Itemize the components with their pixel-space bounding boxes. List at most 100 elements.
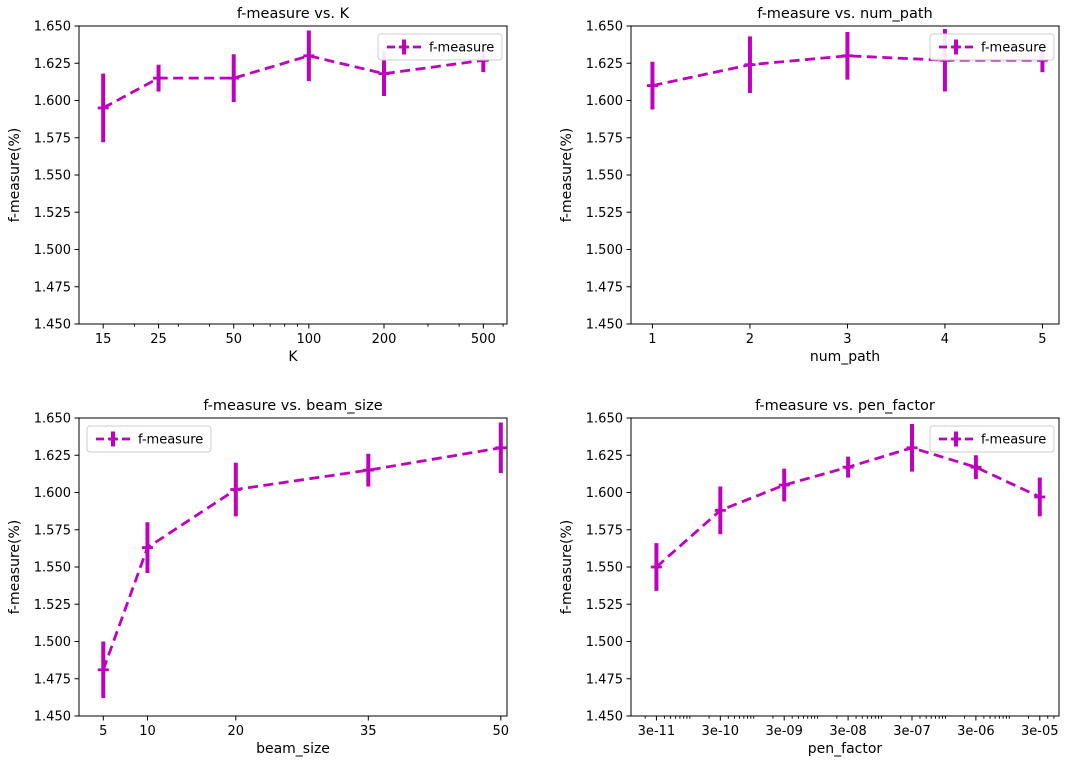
y-tick-label: 1.475 bbox=[586, 280, 623, 295]
chart-title: f-measure vs. num_path bbox=[757, 6, 932, 22]
y-tick-label: 1.625 bbox=[586, 449, 623, 464]
y-tick-label: 1.600 bbox=[34, 94, 71, 109]
y-axis-label: f-measure(%) bbox=[7, 520, 23, 615]
x-tick-label: 20 bbox=[228, 724, 245, 739]
y-tick-label: 1.550 bbox=[34, 169, 71, 184]
legend: f-measure bbox=[377, 33, 503, 61]
x-axis-label: pen_factor bbox=[808, 741, 883, 757]
x-tick-label: 4 bbox=[941, 332, 949, 347]
axes: 1.450 1.475 1.500 1.525 1.550 1.575 1.600 1.625… bbox=[34, 412, 509, 740]
y-tick-label: 1.550 bbox=[586, 169, 623, 184]
axes: 1.450 1.475 1.500 1.525 1.550 1.575 1.600 1.625… bbox=[34, 20, 504, 347]
y-tick-label: 1.475 bbox=[34, 280, 71, 295]
subplot-f-measure-vs-beam-size: f-measure vs. beam_size beam_size f-measur… bbox=[0, 385, 536, 769]
legend-label: f-measure bbox=[138, 433, 203, 448]
legend: f-measure bbox=[929, 33, 1055, 61]
series-line bbox=[101, 446, 502, 671]
x-tick-label: 3e-06 bbox=[957, 724, 995, 739]
series-f-measure bbox=[97, 422, 507, 699]
legend-box bbox=[929, 33, 1055, 61]
series-line bbox=[102, 54, 484, 110]
legend: f-measure bbox=[929, 425, 1055, 453]
plot-area-spines bbox=[630, 25, 1060, 325]
y-tick-label: 1.525 bbox=[586, 598, 623, 613]
y-tick-label: 1.600 bbox=[586, 94, 623, 109]
y-axis-label: f-measure(%) bbox=[559, 128, 575, 223]
y-tick-label: 1.550 bbox=[586, 561, 623, 576]
x-tick-label: 100 bbox=[296, 332, 321, 347]
subplot-f-measure-vs-pen-factor: f-measure vs. pen_factor pen_factor f-meas… bbox=[536, 385, 1072, 769]
legend: f-measure bbox=[86, 425, 212, 453]
x-tick-label: 2 bbox=[746, 332, 754, 347]
legend-box bbox=[929, 425, 1055, 453]
chart-f-measure-vs-k: f-measure vs. KKf-measure(%)1.4501.4751.… bbox=[7, 6, 508, 365]
x-tick-label: 5 bbox=[1038, 332, 1046, 347]
chart-title: f-measure vs. K bbox=[237, 6, 350, 22]
y-tick-label: 1.500 bbox=[586, 635, 623, 650]
y-tick-label: 1.650 bbox=[34, 20, 71, 35]
x-tick-label: 3e-11 bbox=[638, 724, 676, 739]
y-tick-label: 1.525 bbox=[34, 206, 71, 221]
x-tick-label: 3e-05 bbox=[1021, 724, 1059, 739]
x-axis-label: beam_size bbox=[256, 741, 330, 757]
y-tick-label: 1.650 bbox=[586, 20, 623, 35]
x-tick-label: 500 bbox=[471, 332, 496, 347]
legend-label: f-measure bbox=[429, 41, 494, 56]
subplot-f-measure-vs-num-path: f-measure vs. num_path num_path f-measure(… bbox=[536, 0, 1072, 385]
legend-box bbox=[86, 425, 212, 453]
y-tick-label: 1.575 bbox=[34, 523, 71, 538]
x-tick-label: 10 bbox=[139, 724, 156, 739]
legend-label: f-measure bbox=[981, 433, 1046, 448]
y-tick-label: 1.500 bbox=[34, 635, 71, 650]
y-tick-label: 1.550 bbox=[34, 561, 71, 576]
chart-title: f-measure vs. pen_factor bbox=[755, 398, 935, 414]
y-tick-label: 1.625 bbox=[34, 449, 71, 464]
y-tick-label: 1.475 bbox=[586, 672, 623, 687]
x-tick-label: 15 bbox=[95, 332, 112, 347]
y-tick-label: 1.450 bbox=[586, 318, 623, 333]
y-tick-label: 1.525 bbox=[586, 206, 623, 221]
plot-area-spines bbox=[630, 417, 1060, 717]
x-tick-label: 3e-09 bbox=[765, 724, 803, 739]
y-axis-label: f-measure(%) bbox=[7, 128, 23, 223]
x-tick-label: 3e-07 bbox=[893, 724, 931, 739]
x-tick-label: 3 bbox=[843, 332, 851, 347]
y-tick-label: 1.475 bbox=[34, 672, 71, 687]
x-tick-label: 50 bbox=[493, 724, 510, 739]
x-axis-label: K bbox=[288, 349, 298, 365]
x-tick-label: 50 bbox=[225, 332, 242, 347]
x-tick-label: 5 bbox=[99, 724, 107, 739]
y-tick-label: 1.600 bbox=[586, 486, 623, 501]
y-tick-label: 1.575 bbox=[34, 131, 71, 146]
x-tick-label: 25 bbox=[150, 332, 167, 347]
y-tick-label: 1.625 bbox=[586, 57, 623, 72]
y-tick-label: 1.650 bbox=[586, 412, 623, 427]
y-tick-label: 1.600 bbox=[34, 486, 71, 501]
axes: 1.450 1.475 1.500 1.525 1.550 1.575 1.600 1.625… bbox=[586, 20, 1047, 348]
y-tick-label: 1.450 bbox=[586, 710, 623, 725]
y-tick-label: 1.500 bbox=[586, 243, 623, 258]
series-f-measure bbox=[650, 423, 1046, 591]
chart-title: f-measure vs. beam_size bbox=[203, 398, 382, 414]
chart-f-measure-vs-pen-factor: f-measure vs. pen_factor pen_factor f-meas… bbox=[559, 398, 1060, 757]
x-tick-label: 35 bbox=[360, 724, 377, 739]
axes: 1.450 1.475 1.500 1.525 1.550 1.575 1.600 1.625… bbox=[586, 412, 1059, 740]
x-tick-label: 1 bbox=[648, 332, 656, 347]
plot-area-spines bbox=[78, 417, 508, 717]
x-tick-label: 200 bbox=[372, 332, 397, 347]
y-tick-label: 1.500 bbox=[34, 243, 71, 258]
plot-area-spines bbox=[78, 25, 508, 325]
x-axis-label: num_path bbox=[810, 349, 880, 365]
y-tick-label: 1.575 bbox=[586, 523, 623, 538]
chart-f-measure-vs-num-path: f-measure vs. num_path num_path f-measure(… bbox=[559, 6, 1060, 365]
x-tick-label: 3e-08 bbox=[829, 724, 867, 739]
y-tick-label: 1.450 bbox=[34, 710, 71, 725]
legend-box bbox=[377, 33, 503, 61]
y-tick-label: 1.525 bbox=[34, 598, 71, 613]
y-axis-label: f-measure(%) bbox=[559, 520, 575, 615]
y-tick-label: 1.625 bbox=[34, 57, 71, 72]
y-tick-label: 1.450 bbox=[34, 318, 71, 333]
y-tick-label: 1.575 bbox=[586, 131, 623, 146]
